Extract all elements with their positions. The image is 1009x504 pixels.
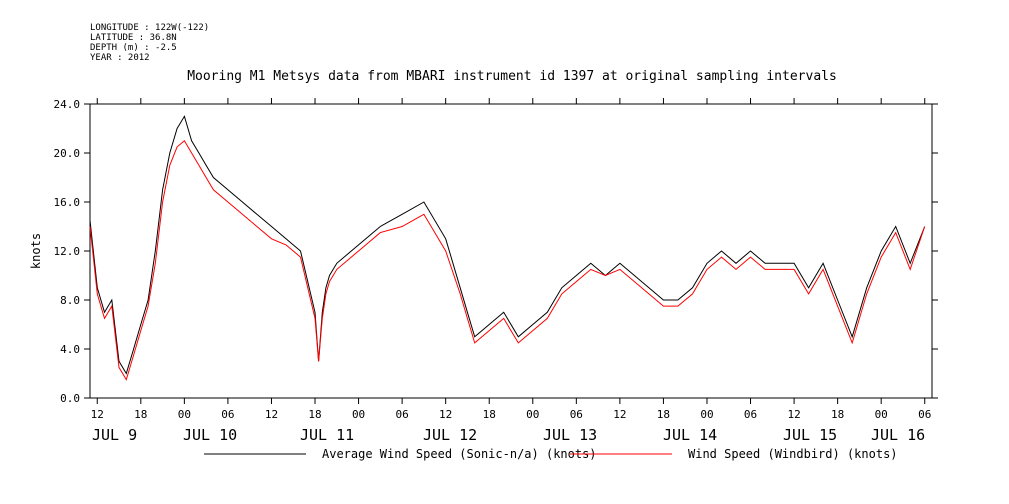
x-tick-label: 12 <box>91 408 104 421</box>
y-tick-label: 24.0 <box>54 98 81 111</box>
x-tick-label: 06 <box>221 408 234 421</box>
y-tick-label: 12.0 <box>54 245 81 258</box>
x-day-label: JUL 16 <box>871 426 925 444</box>
x-tick-label: 12 <box>439 408 452 421</box>
x-day-label: JUL 15 <box>783 426 837 444</box>
legend-windbird-label: Wind Speed (Windbird) (knots) <box>688 447 898 461</box>
x-day-label: JUL 10 <box>183 426 237 444</box>
x-tick-label: 00 <box>352 408 365 421</box>
series-line-average <box>89 115 926 375</box>
x-tick-label: 18 <box>134 408 147 421</box>
y-tick-label: 4.0 <box>60 343 80 356</box>
x-day-label: JUL 11 <box>300 426 354 444</box>
x-tick-label: 00 <box>178 408 191 421</box>
x-tick-label: 18 <box>483 408 496 421</box>
x-day-label: JUL 9 <box>92 426 137 444</box>
series-layer <box>89 115 926 381</box>
y-tick-label: 8.0 <box>60 294 80 307</box>
depth-text: DEPTH (m) : -2.5 <box>90 43 177 53</box>
x-day-label: JUL 13 <box>543 426 597 444</box>
x-tick-label: 00 <box>526 408 539 421</box>
x-tick-label: 06 <box>744 408 757 421</box>
legend-average-label: Average Wind Speed (Sonic-n/a) (knots) <box>322 447 597 461</box>
x-tick-label: 18 <box>657 408 670 421</box>
series-line-windbird <box>89 140 926 381</box>
x-axis-ticks: 12 18 00 06 12 18 00 06 12 18 00 06 12 18 00 06 12 18 00 06… <box>91 98 931 444</box>
x-tick-label: 00 <box>875 408 888 421</box>
x-tick-label: 12 <box>787 408 800 421</box>
y-tick-label: 16.0 <box>54 196 81 209</box>
x-tick-label: 18 <box>831 408 844 421</box>
y-tick-label: 0.0 <box>60 392 80 405</box>
x-tick-label: 06 <box>918 408 931 421</box>
longitude-text: LONGITUDE : 122W(-122) <box>90 23 209 33</box>
y-axis-title: knots <box>29 233 43 269</box>
x-tick-label: 18 <box>308 408 321 421</box>
year-text: YEAR : 2012 <box>90 53 150 63</box>
x-tick-label: 06 <box>570 408 583 421</box>
chart-title: Mooring M1 Metsys data from MBARI instru… <box>187 69 837 84</box>
x-day-label: JUL 14 <box>663 426 717 444</box>
x-tick-label: 00 <box>700 408 713 421</box>
latitude-text: LATITUDE : 36.8N <box>90 33 177 43</box>
plot-frame <box>89 103 933 399</box>
y-axis-ticks: 0.0 4.0 8.0 12.0 16.0 20.0 24.0 <box>54 98 938 405</box>
x-tick-label: 12 <box>265 408 278 421</box>
x-day-label: JUL 12 <box>423 426 477 444</box>
y-tick-label: 20.0 <box>54 147 81 160</box>
x-tick-label: 12 <box>613 408 626 421</box>
x-tick-label: 06 <box>395 408 408 421</box>
